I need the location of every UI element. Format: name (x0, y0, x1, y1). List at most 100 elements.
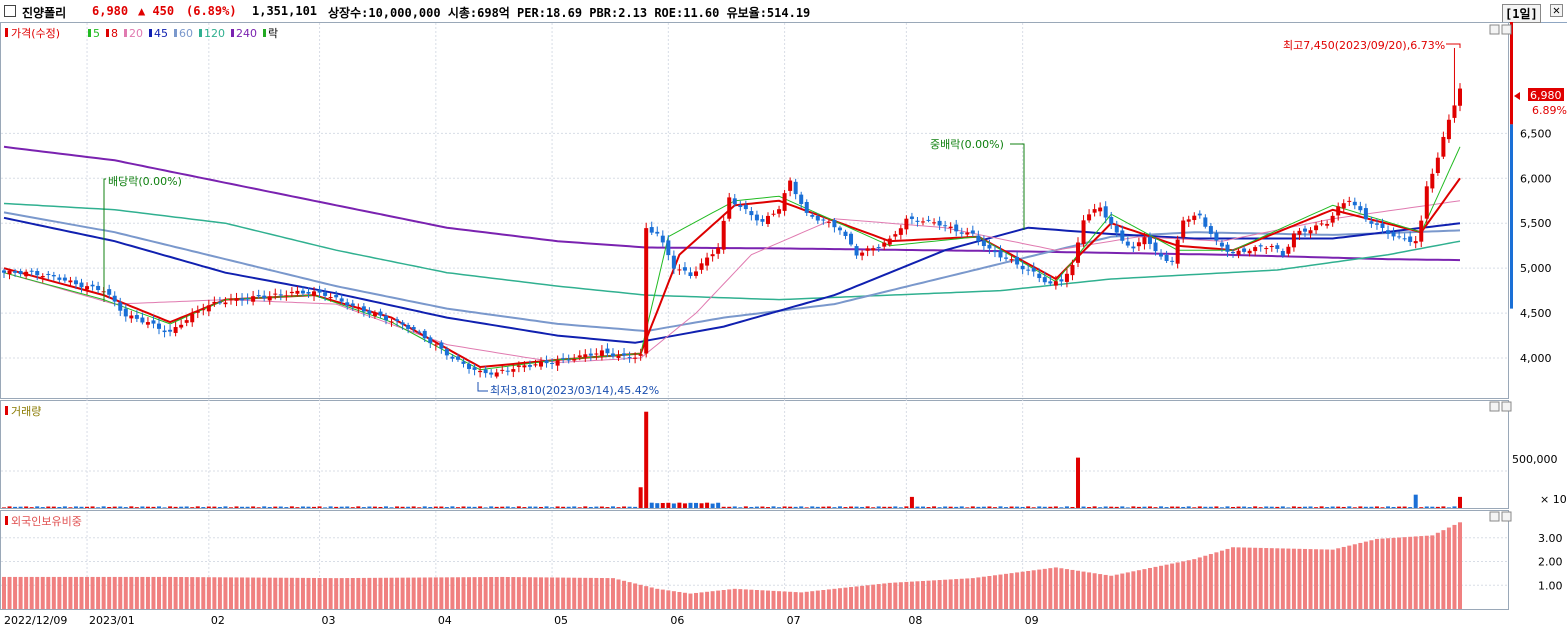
volume-bar (312, 506, 317, 508)
foreign-ratio-bar (1053, 567, 1058, 609)
volume-bar (361, 507, 366, 508)
foreign-ratio-bar (1352, 544, 1357, 609)
volume-bar (1258, 507, 1263, 508)
foreign-ratio-bar (793, 592, 798, 609)
foreign-ratio-bar (920, 580, 925, 609)
candle-body (849, 233, 854, 245)
volume-bar (1048, 506, 1053, 508)
volume-bar (422, 506, 427, 508)
candle-body (389, 321, 394, 323)
volume-bar (1386, 506, 1391, 508)
foreign-ratio-bar (461, 577, 466, 609)
candle-body (832, 219, 837, 228)
volume-bar (821, 506, 826, 508)
period-selector[interactable]: [1일] (1502, 4, 1541, 23)
volume-bar (1136, 506, 1141, 508)
current-price-tag: 6,980 6.89% (1514, 88, 1567, 117)
foreign-ratio-bar (389, 577, 394, 609)
candle-body (35, 271, 40, 276)
candle-body (1120, 230, 1125, 241)
candle-body (815, 215, 820, 221)
volume-bar (760, 506, 765, 508)
candle-body (295, 290, 300, 294)
x-tick-label: 2022/12/09 (4, 614, 67, 627)
price-legend: 가격(수정) 5 8 20 45 60 120 240 락 (5, 27, 278, 40)
stock-stats: 상장수:10,000,000 시총:698억 PER:18.69 PBR:2.1… (328, 6, 811, 20)
volume-bar (217, 506, 222, 508)
foreign-ratio-bar (688, 593, 693, 609)
volume-bar (40, 507, 45, 508)
foreign-ratio-bar (970, 578, 975, 609)
candle-body (1192, 215, 1197, 221)
volume-bar (1419, 507, 1424, 508)
foreign-ratio-bar (212, 577, 217, 609)
volume-panel-title: 거래량 (11, 405, 41, 418)
foreign-ratio-bar (1408, 536, 1413, 609)
volume-bar (123, 507, 128, 508)
foreign-ratio-bar (882, 583, 887, 609)
select-checkbox[interactable] (4, 5, 16, 17)
volume-bar (157, 506, 162, 508)
candle-body (1302, 228, 1307, 232)
foreign-ratio-bar (372, 577, 377, 609)
candle-body (1408, 236, 1413, 242)
candle-body (909, 216, 914, 219)
candle-body (594, 353, 599, 355)
foreign-ratio-bar (843, 587, 848, 609)
foreign-ratio-bar (289, 577, 294, 609)
foreign-ratio-bar (1037, 569, 1042, 609)
foreign-ratio-bar (599, 578, 604, 609)
foreign-ratio-bar (383, 577, 388, 609)
candle-body (932, 222, 937, 224)
foreign-ratio-bar (1147, 567, 1152, 609)
foreign-tick-label: 1.00 (1538, 579, 1563, 592)
candle-body (1142, 237, 1147, 245)
foreign-ratio-bar (876, 584, 881, 609)
candle-body (1081, 220, 1086, 245)
foreign-ratio-bar (622, 580, 627, 609)
price-panel-frame (0, 22, 1509, 399)
volume-bar (1325, 507, 1330, 508)
volume-bar (328, 506, 333, 508)
candle-body (1031, 267, 1036, 272)
foreign-ratio-bar (145, 576, 150, 609)
candle-body (1358, 206, 1363, 211)
foreign-ratio-bar (522, 577, 527, 609)
foreign-ratio-bar (533, 577, 538, 609)
candle-body (699, 263, 704, 270)
candle-body (943, 225, 948, 227)
candle-body (129, 315, 134, 319)
foreign-ratio-bar (1452, 524, 1457, 609)
candle-body (134, 315, 139, 319)
candle-body (821, 219, 826, 221)
candle-body (799, 194, 804, 204)
price-tag-box (1528, 88, 1564, 101)
foreign-ratio-bar (1120, 573, 1125, 609)
volume-bar (810, 506, 815, 508)
volume-bar (738, 507, 743, 508)
volume-bar (46, 506, 51, 508)
foreign-ratio-bar (1413, 536, 1418, 609)
candle-body (788, 180, 793, 191)
price-tick-label: 4,000 (1520, 352, 1552, 365)
panel-frames (0, 22, 1509, 610)
candle-body (976, 235, 981, 242)
stock-name[interactable]: 진양폴리 (22, 6, 67, 20)
candle-body (300, 290, 305, 294)
candle-body (660, 235, 665, 243)
panel-buttons[interactable] (1489, 24, 1512, 522)
volume-bar (694, 502, 699, 508)
foreign-ratio-bar (2, 576, 6, 609)
foreign-panel-max-button (1489, 511, 1500, 522)
foreign-ratio-bar (306, 577, 311, 609)
foreign-ratio-bar (821, 590, 826, 609)
candle-body (959, 232, 964, 234)
candle-body (428, 337, 433, 344)
foreign-ratio-bar (1203, 555, 1208, 609)
foreign-ratio-bar (1153, 566, 1158, 609)
close-icon[interactable]: ✕ (1550, 4, 1563, 17)
foreign-ratio-bar (826, 589, 831, 609)
volume-bar (633, 506, 638, 508)
foreign-ratio-bar (300, 577, 305, 609)
foreign-ratio-bar (179, 577, 184, 609)
